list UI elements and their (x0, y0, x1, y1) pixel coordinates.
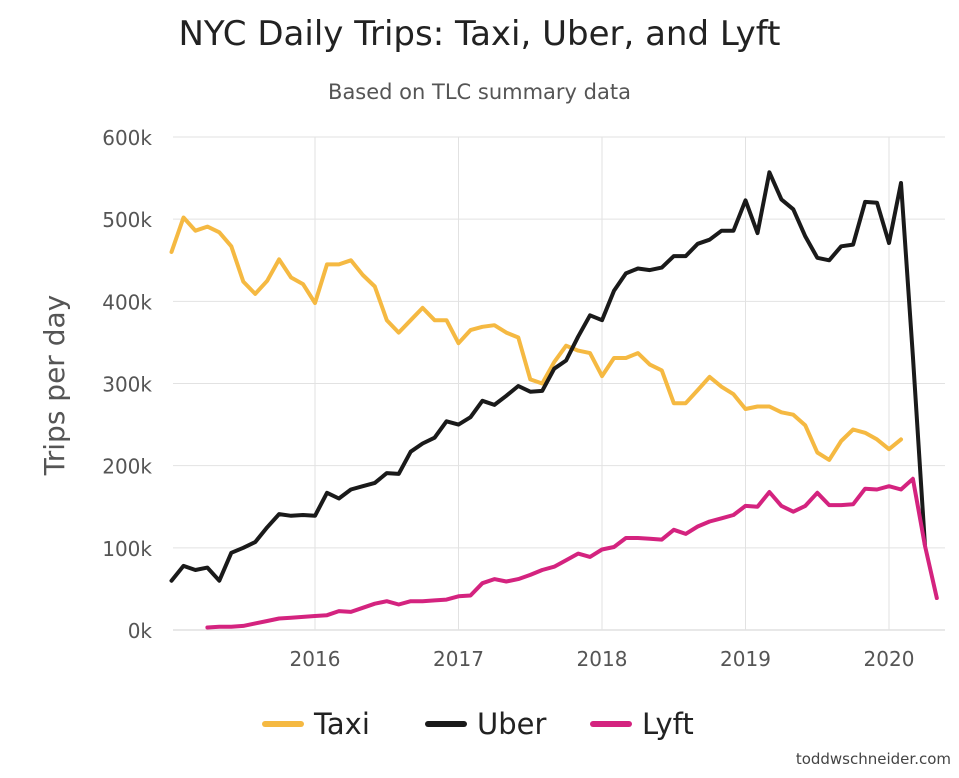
x-tick-label: 2019 (720, 647, 771, 671)
y-tick-label: 600k (102, 126, 152, 150)
x-tick-label: 2017 (433, 647, 484, 671)
x-tick-label: 2016 (290, 647, 341, 671)
y-tick-label: 300k (102, 373, 152, 397)
series-line-uber[interactable] (169, 170, 927, 583)
x-tick-label: 2018 (577, 647, 628, 671)
series-line-lyft[interactable] (205, 476, 939, 630)
line-chart: 0k 100k 200k 300k 400k 500k 600k 2016 2017 2018 20… (38, 126, 945, 671)
legend-item-uber[interactable]: Uber (425, 704, 546, 744)
gridlines (173, 136, 945, 631)
legend-label-taxi: Taxi (314, 707, 370, 741)
source-credit: toddwschneider.com (795, 750, 951, 768)
legend-label-lyft: Lyft (642, 707, 694, 741)
series-line-taxi[interactable] (169, 215, 903, 462)
legend-swatch-lyft (590, 721, 632, 727)
axis-labels: 0k 100k 200k 300k 400k 500k 600k 2016 2017 2018 20… (102, 126, 914, 671)
y-tick-label: 400k (102, 290, 152, 314)
x-tick-label: 2020 (864, 647, 915, 671)
legend-item-lyft[interactable]: Lyft (590, 704, 694, 744)
y-tick-label: 100k (102, 537, 152, 561)
legend-swatch-uber (425, 721, 467, 727)
y-tick-label: 0k (128, 619, 153, 643)
series-lines (169, 170, 939, 630)
legend-item-taxi[interactable]: Taxi (262, 704, 370, 744)
y-tick-label: 500k (102, 208, 152, 232)
legend: Taxi Uber Lyft (0, 704, 959, 744)
y-axis-label: Trips per day (38, 295, 71, 476)
chart-subtitle: Based on TLC summary data (328, 80, 631, 104)
chart-title: NYC Daily Trips: Taxi, Uber, and Lyft (178, 14, 781, 54)
y-tick-label: 200k (102, 455, 152, 479)
legend-swatch-taxi (262, 721, 304, 727)
legend-label-uber: Uber (477, 707, 547, 741)
